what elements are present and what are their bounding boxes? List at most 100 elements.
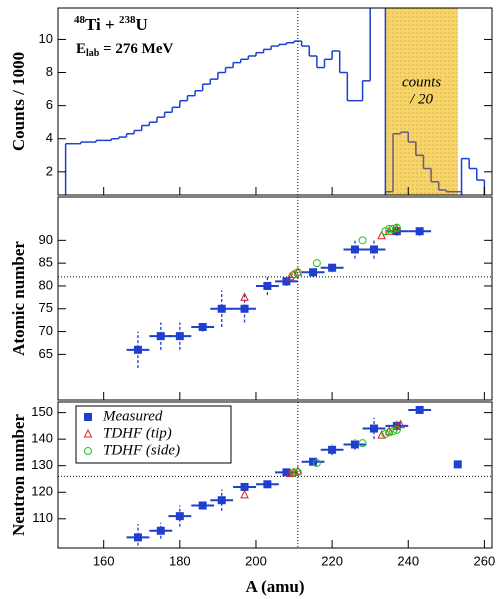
plot-frame bbox=[57, 401, 493, 549]
marker bbox=[240, 489, 249, 499]
x-axis-label: A (amu) bbox=[245, 577, 304, 596]
energy-part: E bbox=[76, 41, 86, 57]
marker bbox=[175, 512, 184, 521]
reaction-part: 48 bbox=[74, 14, 86, 26]
energy-label: Elab = 276 MeV bbox=[76, 41, 173, 59]
marker bbox=[358, 236, 367, 245]
y-axis-label: Atomic number bbox=[9, 241, 28, 356]
y-axis-label: Neutron number bbox=[9, 414, 28, 536]
marker bbox=[392, 425, 401, 434]
marker bbox=[415, 227, 424, 236]
marker bbox=[350, 440, 359, 449]
marker bbox=[293, 468, 302, 477]
marker bbox=[392, 223, 402, 233]
band-hatch bbox=[385, 8, 458, 195]
y-tick-label: 90 bbox=[39, 232, 53, 247]
marker bbox=[133, 533, 142, 542]
marker bbox=[175, 332, 184, 341]
y-tick-label: 6 bbox=[46, 97, 53, 112]
y-tick-label: 85 bbox=[39, 255, 53, 270]
marker bbox=[293, 465, 303, 475]
x-tick-label: 180 bbox=[169, 553, 191, 568]
y-tick-label: 4 bbox=[46, 130, 53, 145]
marker bbox=[282, 277, 291, 286]
marker bbox=[377, 430, 386, 439]
x-tick-label: 260 bbox=[474, 553, 496, 568]
legend-swatch bbox=[84, 413, 92, 421]
marker bbox=[290, 468, 299, 477]
marker bbox=[385, 428, 394, 437]
marker bbox=[217, 304, 226, 313]
marker bbox=[415, 405, 424, 414]
x-tick-label: 160 bbox=[93, 553, 115, 568]
marker bbox=[381, 429, 390, 438]
band-label: / 20 bbox=[409, 91, 433, 107]
marker bbox=[328, 445, 337, 454]
plot-frame bbox=[57, 7, 493, 196]
reaction-part: Ti + bbox=[85, 15, 119, 34]
legend-swatch bbox=[83, 428, 93, 438]
x-tick-label: 220 bbox=[321, 553, 343, 568]
marker bbox=[293, 268, 302, 277]
marker bbox=[328, 263, 337, 272]
marker bbox=[282, 468, 291, 477]
marker bbox=[198, 501, 207, 510]
y-axis-label: Counts / 1000 bbox=[9, 52, 28, 151]
legend-label: Measured bbox=[102, 408, 163, 424]
marker bbox=[309, 457, 318, 466]
marker bbox=[240, 292, 249, 301]
legend-label: TDHF (tip) bbox=[103, 425, 172, 441]
marker bbox=[384, 226, 394, 235]
plot-area bbox=[58, 402, 492, 548]
marker bbox=[156, 332, 165, 341]
marker bbox=[263, 480, 272, 489]
marker bbox=[389, 427, 398, 436]
reaction-part: 238 bbox=[119, 14, 136, 26]
marker bbox=[156, 526, 165, 535]
y-tick-label: 110 bbox=[32, 510, 53, 525]
marker bbox=[198, 323, 207, 332]
legend-label: TDHF (side) bbox=[103, 442, 180, 458]
plot-area bbox=[64, 8, 486, 195]
y-tick-label: 140 bbox=[31, 431, 53, 446]
marker bbox=[392, 223, 401, 232]
y-tick-label: 70 bbox=[39, 323, 53, 338]
plot-frame bbox=[57, 196, 493, 401]
marker bbox=[240, 304, 249, 313]
marker bbox=[369, 424, 378, 433]
y-tick-label: 65 bbox=[39, 346, 53, 361]
marker bbox=[217, 496, 226, 505]
y-tick-label: 2 bbox=[46, 163, 53, 178]
y-tick-label: 75 bbox=[39, 300, 53, 315]
y-tick-label: 130 bbox=[31, 457, 53, 472]
marker bbox=[377, 230, 386, 240]
y-tick-label: 10 bbox=[39, 31, 53, 46]
y-tick-label: 80 bbox=[39, 277, 53, 292]
plot-area bbox=[58, 197, 492, 400]
marker bbox=[309, 268, 318, 277]
marker bbox=[263, 281, 272, 290]
marker bbox=[389, 224, 398, 233]
marker bbox=[358, 439, 367, 448]
x-tick-label: 240 bbox=[397, 553, 419, 568]
marker bbox=[312, 259, 321, 268]
energy-part: = 276 MeV bbox=[99, 41, 173, 57]
y-tick-label: 8 bbox=[46, 64, 53, 79]
y-tick-label: 120 bbox=[31, 484, 53, 499]
legend-swatch bbox=[84, 447, 92, 455]
marker bbox=[369, 245, 378, 254]
reaction-label: 48Ti + 238U bbox=[74, 14, 148, 34]
y-tick-label: 150 bbox=[31, 404, 53, 419]
marker bbox=[350, 245, 359, 254]
marker bbox=[396, 419, 405, 429]
marker bbox=[385, 224, 394, 233]
energy-part: lab bbox=[86, 48, 100, 59]
marker bbox=[240, 482, 249, 491]
legend-box bbox=[75, 405, 232, 464]
reaction-part: U bbox=[135, 15, 147, 34]
marker bbox=[312, 459, 321, 468]
marker bbox=[285, 271, 295, 281]
marker bbox=[453, 460, 462, 469]
marker bbox=[133, 345, 142, 354]
